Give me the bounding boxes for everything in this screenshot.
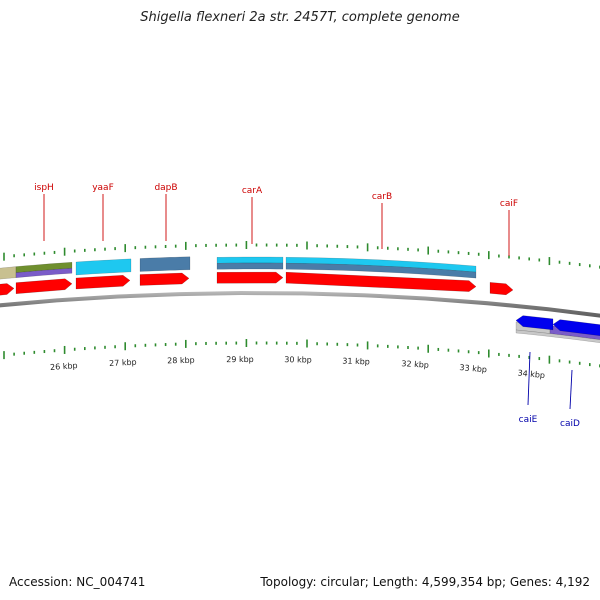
gene-label: caiD (560, 419, 580, 429)
gene-label: carA (242, 186, 263, 196)
feature-bar (515, 329, 600, 343)
forward-cds-arrow (15, 278, 73, 295)
reverse-cds-arrow (552, 319, 600, 336)
genome-backbone (0, 291, 600, 318)
scale-label: 30 kbp (284, 355, 312, 364)
forward-cds-arrow (285, 271, 477, 292)
scale-label: 31 kbp (342, 356, 370, 366)
gene-label: caiF (500, 199, 518, 209)
gene-label: dapB (154, 183, 177, 193)
scale-label: 29 kbp (226, 355, 254, 364)
gene-label: yaaF (92, 183, 114, 193)
gene-leader-line (569, 369, 573, 410)
scale-label: 32 kbp (401, 359, 429, 370)
feature-bar (285, 262, 477, 279)
map-title: Shigella flexneri 2a str. 2457T, complet… (140, 10, 460, 25)
outer-tick-track (3, 241, 600, 269)
feature-bar (15, 267, 73, 278)
inner-tick-track (3, 339, 600, 368)
scale-label: 33 kbp (459, 363, 487, 374)
forward-cds-arrow (75, 275, 131, 290)
scale-labels: 26 kbp 27 kbp 28 kbp 29 kbp 30 kbp 31 kbp 32 k… (50, 355, 546, 380)
scale-label: 26 kbp (50, 361, 78, 372)
feature-bar (216, 256, 284, 264)
gene-label: caiE (519, 415, 538, 425)
gene-leader-line (527, 351, 531, 406)
forward-cds-arrow (489, 282, 514, 296)
backbone-ring (0, 291, 600, 318)
forward-cds-arrow (139, 272, 190, 286)
feature-bar (139, 256, 191, 272)
gene-label: ispH (34, 183, 54, 193)
gene-labels: ispH yaaF dapB carA carB caiF caiE caiD (34, 183, 580, 429)
feature-track (0, 256, 600, 343)
reverse-cds-arrow (515, 315, 554, 331)
scale-label: 28 kbp (167, 356, 195, 366)
scale-label: 34 kbp (517, 368, 545, 380)
feature-bar (0, 266, 17, 280)
feature-bar (75, 258, 132, 276)
forward-cds-arrow (216, 271, 284, 284)
feature-bar (216, 262, 284, 270)
genome-summary-text: Topology: circular; Length: 4,599,354 bp… (260, 575, 590, 589)
forward-cds-arrow (0, 283, 15, 296)
accession-text: Accession: NC_004741 (9, 575, 146, 589)
gene-label: carB (372, 192, 392, 202)
scale-label: 27 kbp (109, 358, 137, 368)
